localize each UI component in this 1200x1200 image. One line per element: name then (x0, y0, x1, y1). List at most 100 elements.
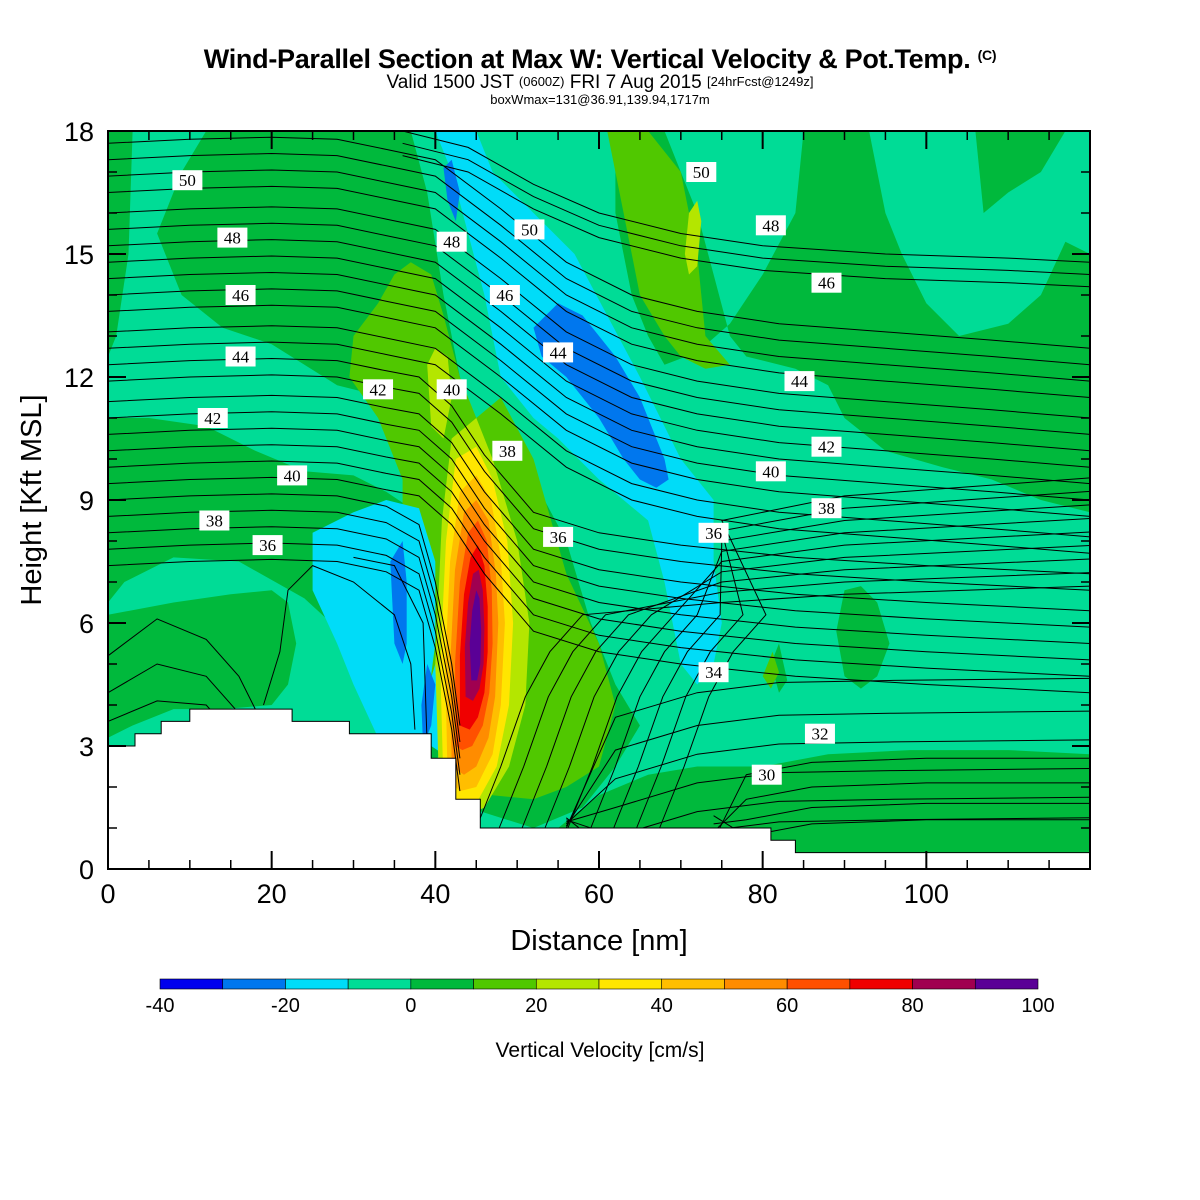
theta-contour-label: 30 (751, 764, 782, 785)
colorbar-swatch (724, 978, 788, 990)
theta-line (353, 556, 428, 747)
colorbar-swatch (598, 978, 663, 990)
theta-contour-label-text: 50 (179, 171, 196, 190)
theta-contour-label: 40 (277, 465, 308, 486)
theta-line (565, 710, 1090, 827)
contour-labels: 50 48 46 44 42 40 38 36 42 40 38 36 48 50 46 44 50 48 46 44… (172, 162, 842, 785)
theta-contour-label-text: 38 (818, 499, 835, 518)
theta-line (565, 677, 1090, 829)
theta-contour-label: 32 (804, 723, 835, 744)
x-tick-label: 60 (584, 879, 614, 909)
theta-line (108, 222, 1090, 435)
theta-line (108, 411, 1090, 628)
colorbar-swatch (285, 978, 349, 990)
theta-contour-label: 44 (784, 371, 815, 392)
theta-contour-label-text: 42 (818, 438, 835, 457)
w-region-upper-right (975, 131, 1066, 213)
theta-line (475, 585, 1090, 829)
theta-contour-label-text: 38 (206, 512, 223, 531)
x-tick-label: 0 (100, 879, 115, 909)
theta-line (108, 493, 461, 726)
theta-contour-label-text: 48 (443, 233, 460, 252)
theta-contour-label: 36 (252, 535, 283, 556)
w-region-downdraft-band (435, 131, 722, 685)
theta-contour-label: 36 (543, 526, 574, 547)
colorbar-swatch (347, 978, 412, 990)
y-tick-label: 6 (79, 609, 94, 639)
colorbar-tick-label: 100 (1021, 995, 1054, 1017)
theta-contour-label-text: 30 (758, 766, 775, 785)
theta-contour-label: 50 (514, 219, 545, 240)
theta-line (544, 545, 1090, 829)
w-region-lower-downdraft-core (390, 541, 407, 664)
colorbar-swatch (849, 978, 913, 990)
theta-line (590, 518, 1090, 829)
theta-line (713, 802, 1090, 825)
theta-line (108, 271, 1090, 485)
x-tick-label: 20 (257, 879, 287, 909)
colorbar: -40 -20 0 20 40 60 80 100 (146, 978, 1055, 1017)
w-region-lower-left (108, 590, 297, 738)
theta-contour-label-text: 34 (705, 663, 723, 682)
w-region-tiny-moderate (762, 651, 779, 689)
theta-line (713, 782, 1090, 833)
theta-line (108, 341, 1090, 554)
theta-contour-label-text: 44 (232, 348, 250, 367)
theta-line (108, 206, 1090, 419)
theta-line (402, 131, 1090, 263)
theta-contour-label-text: 46 (818, 274, 835, 293)
theta-line (565, 739, 1090, 825)
w-region-downstream-positive (615, 131, 1090, 513)
y-tick-label: 3 (79, 732, 94, 762)
theta-contour-label: 42 (363, 379, 394, 400)
chart-box-info: boxWmax=131@36.91,139.94,1717m (490, 92, 710, 107)
theta-line (713, 757, 1090, 841)
theta-contour-label: 46 (489, 285, 520, 305)
colorbar-tick-label: 0 (405, 995, 416, 1017)
colorbar-swatch (912, 978, 976, 990)
theta-line (402, 155, 1090, 288)
theta-contour-label-text: 38 (499, 442, 516, 461)
x-tick-label: 100 (904, 879, 949, 909)
colorbar-label: Vertical Velocity [cm/s] (496, 1039, 705, 1062)
x-axis-label: Distance [nm] (510, 925, 687, 957)
colorbar-tick-label: 40 (651, 995, 673, 1017)
theta-contour-label-text: 50 (521, 220, 538, 239)
theta-contour-label: 42 (811, 436, 842, 457)
theta-line (108, 618, 256, 710)
x-tick-label: 80 (748, 879, 778, 909)
theta-line (263, 565, 416, 730)
theta-contour-label: 38 (811, 498, 842, 519)
theta-line (566, 768, 1090, 823)
y-tick-label: 9 (79, 486, 94, 516)
colorbar-swatch (661, 978, 725, 990)
theta-contour-label: 46 (811, 272, 842, 293)
theta-contour-label: 50 (686, 162, 717, 182)
theta-contour-label: 36 (698, 522, 729, 543)
theta-contour-label-text: 36 (705, 524, 722, 543)
colorbar-swatch (410, 978, 474, 990)
theta-contour-label: 40 (436, 379, 467, 400)
y-tick-label: 12 (64, 363, 94, 393)
theta-contour-label: 42 (197, 408, 228, 428)
theta-line (402, 142, 1090, 275)
theta-line (498, 572, 1090, 829)
theta-line (108, 374, 1090, 591)
theta-contour-label-text: 44 (791, 372, 809, 391)
w-region-left-edge (108, 131, 133, 357)
w-region-updraft-max (469, 590, 482, 681)
y-tick-label: 15 (64, 240, 94, 270)
theta-line (567, 531, 1090, 829)
theta-contour-label-text: 46 (232, 286, 249, 305)
theta-contour-label: 50 (172, 170, 203, 191)
theta-contour-label: 48 (755, 215, 786, 236)
colorbar-swatch (159, 978, 224, 990)
theta-line (108, 288, 1090, 501)
theta-contour-label-text: 32 (811, 725, 828, 744)
x-tick-label: 40 (420, 879, 450, 909)
colorbar-swatch (786, 978, 851, 990)
theta-contour-label: 48 (217, 227, 248, 248)
y-tick-label: 0 (79, 855, 94, 885)
theta-contour-label-text: 42 (204, 409, 221, 428)
